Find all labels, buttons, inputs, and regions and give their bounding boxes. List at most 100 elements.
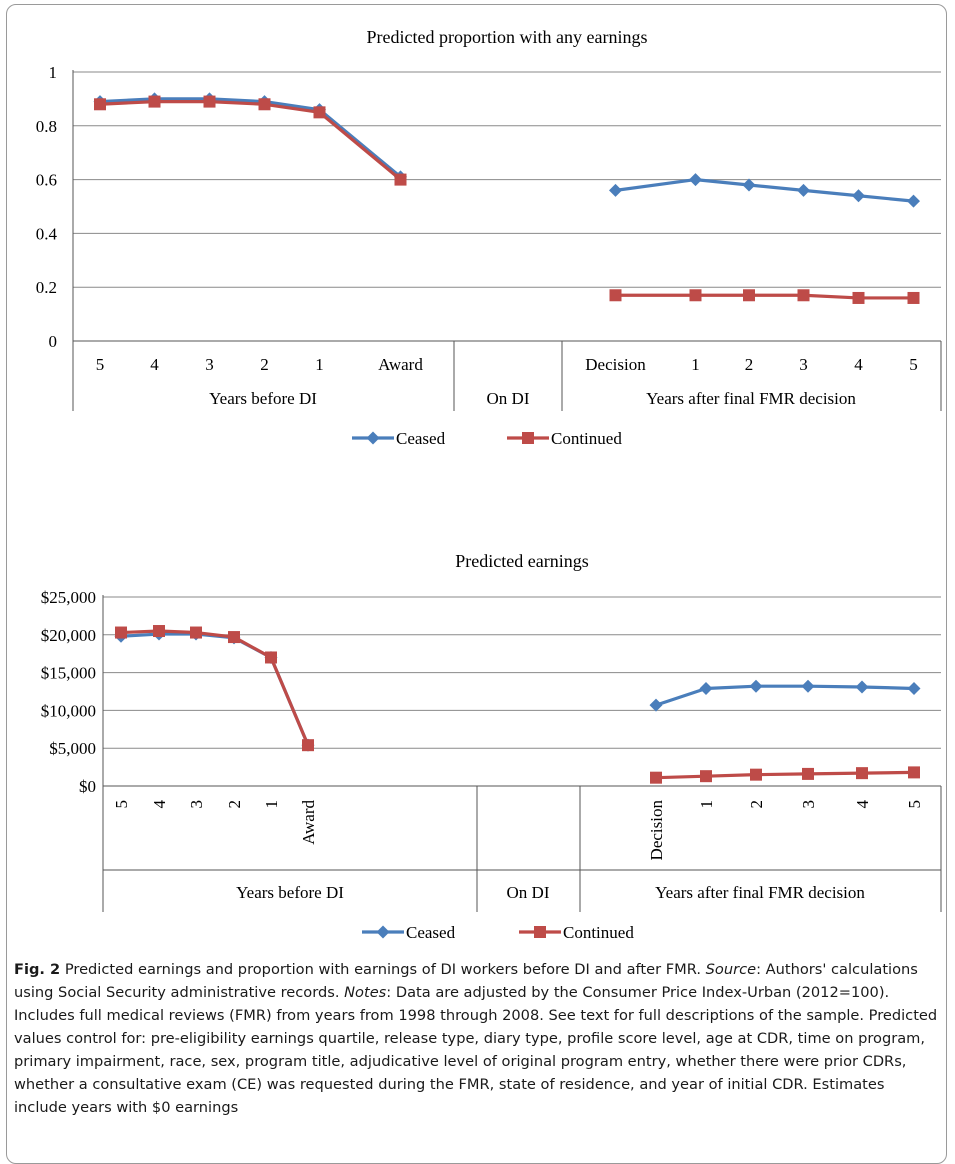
chart2-legend-continued-label: Continued	[563, 923, 634, 942]
chart2-continued-point	[190, 626, 202, 639]
chart2-ceased-point	[649, 698, 663, 712]
chart1-continued-point	[609, 289, 622, 302]
chart1-xtick-label: 1	[691, 355, 700, 374]
chart2-continued-point	[650, 771, 662, 784]
chart1-legend-continued-marker	[522, 432, 534, 444]
chart1-xtick-label: 1	[315, 355, 324, 374]
chart2-group-label: Years after final FMR decision	[655, 883, 865, 902]
chart2-continued-point	[115, 626, 127, 639]
chart2-legend-continued-marker	[534, 926, 546, 938]
chart2-group-label: On DI	[507, 883, 550, 902]
chart1-legend-continued-label: Continued	[551, 429, 622, 448]
chart2-ytick-label: $20,000	[41, 626, 96, 645]
chart1-continued-point	[94, 98, 106, 111]
chart1-ytick-label: 0.6	[36, 171, 57, 190]
chart1-xtick-label: 3	[799, 355, 808, 374]
chart1-ytick-label: 0.8	[36, 117, 57, 136]
chart2-xtick-label: 3	[187, 800, 206, 809]
chart1-ceased-point	[742, 178, 756, 192]
chart2-xtick-label: 5	[112, 800, 131, 809]
chart2-continued-point	[302, 739, 314, 752]
caption-source-label: Source	[705, 961, 757, 978]
chart1-series-ceased-line	[615, 178, 914, 203]
chart1-xtick-label: Award	[378, 355, 423, 374]
chart2-continued-point	[153, 625, 165, 638]
chart1-xtick-label: Decision	[585, 355, 646, 374]
chart2-xtick-label: 3	[799, 800, 818, 809]
chart2-xtick-label: 1	[697, 800, 716, 809]
chart1-series-ceased-line	[99, 97, 402, 179]
chart1-xtick-label: 2	[260, 355, 269, 374]
chart2-ceased-point	[855, 680, 869, 694]
chart1-legend-ceased-marker	[366, 431, 380, 445]
chart2-xtick-label: Award	[299, 800, 318, 845]
chart1-title: Predicted proportion with any earnings	[367, 27, 648, 47]
chart2-ytick-label: $0	[79, 777, 96, 796]
caption-fig-label: Fig. 2	[14, 961, 61, 978]
chart2-ytick-label: $5,000	[49, 739, 96, 758]
caption-text-3: : Data are adjusted by the Consumer Pric…	[14, 984, 938, 1116]
chart2-xtick-label: 2	[747, 800, 766, 809]
chart2-continued-point	[228, 631, 240, 644]
chart2-ceased-point	[699, 681, 713, 695]
chart2-ytick-label: $15,000	[41, 664, 96, 683]
chart2-series-ceased-line	[120, 632, 310, 746]
chart2-continued-point	[856, 767, 868, 780]
chart1-xtick-label: 4	[150, 355, 159, 374]
chart2-title: Predicted earnings	[455, 551, 588, 571]
chart2-continued-point	[908, 766, 920, 779]
chart1-ceased-point	[797, 183, 810, 197]
chart1-continued-point	[394, 173, 407, 186]
chart2-ytick-label: $10,000	[41, 701, 96, 720]
chart2-ceased-point	[749, 679, 763, 693]
chart2-xtick-label: Decision	[647, 800, 666, 861]
chart1-xtick-label: 3	[205, 355, 214, 374]
chart2-xtick-label: 2	[225, 800, 244, 809]
chart2-ceased-point	[801, 679, 815, 693]
chart1-continued-point	[203, 95, 216, 108]
caption-text-2: : Authors' calculations using Social Sec…	[14, 961, 918, 1001]
chart1-ceased-point	[689, 173, 702, 187]
chart1-continued-point	[743, 289, 755, 302]
chart1-series-continued-line	[615, 293, 914, 300]
chart1-group-label: On DI	[487, 389, 530, 408]
figure-caption: Fig. 2 Predicted earnings and proportion…	[14, 958, 939, 1119]
chart1-group-label: Years after final FMR decision	[646, 389, 856, 408]
chart1-ytick-label: 0.4	[36, 224, 58, 243]
chart2-series-ceased-line	[655, 684, 915, 707]
chart1-continued-point	[313, 106, 326, 119]
chart1-ytick-label: 1	[49, 63, 58, 82]
chart2-xtick-label: 4	[853, 800, 872, 809]
chart1-ceased-point	[907, 194, 920, 208]
chart2-continued-point	[750, 768, 762, 781]
chart1-group-label: Years before DI	[209, 389, 317, 408]
chart1-continued-point	[258, 98, 271, 111]
chart2-continued-point	[802, 767, 814, 780]
chart1-ytick-label: 0	[49, 332, 58, 351]
chart1-continued-point	[907, 291, 920, 304]
chart1-continued-point	[852, 291, 865, 304]
caption-text-1: Predicted earnings and proportion with e…	[60, 961, 706, 978]
chart2-series-continued-line	[655, 770, 915, 780]
chart1-ceased-point	[852, 189, 865, 203]
chart2-ceased-point	[907, 681, 921, 695]
chart1-xtick-label: 4	[854, 355, 863, 374]
chart2-series-continued-line	[120, 629, 310, 746]
chart2-legend-ceased-marker	[376, 925, 390, 939]
chart1-xtick-label: 5	[909, 355, 918, 374]
chart1-continued-point	[148, 95, 161, 108]
chart2-xtick-label: 4	[150, 800, 169, 809]
chart1-continued-point	[689, 289, 702, 302]
chart1-xtick-label: 5	[96, 355, 105, 374]
chart1-ytick-label: 0.2	[36, 278, 57, 297]
chart1-ceased-point	[609, 183, 622, 197]
chart2-legend-ceased-label: Ceased	[406, 923, 456, 942]
chart1-continued-point	[797, 289, 810, 302]
chart1-xtick-label: 2	[745, 355, 754, 374]
chart2-ytick-label: $25,000	[41, 588, 96, 607]
chart2-group-label: Years before DI	[236, 883, 344, 902]
chart2-xtick-label: 1	[262, 800, 281, 809]
chart2-continued-point	[265, 651, 277, 664]
chart2-xtick-label: 5	[905, 800, 924, 809]
chart2-continued-point	[700, 770, 712, 783]
